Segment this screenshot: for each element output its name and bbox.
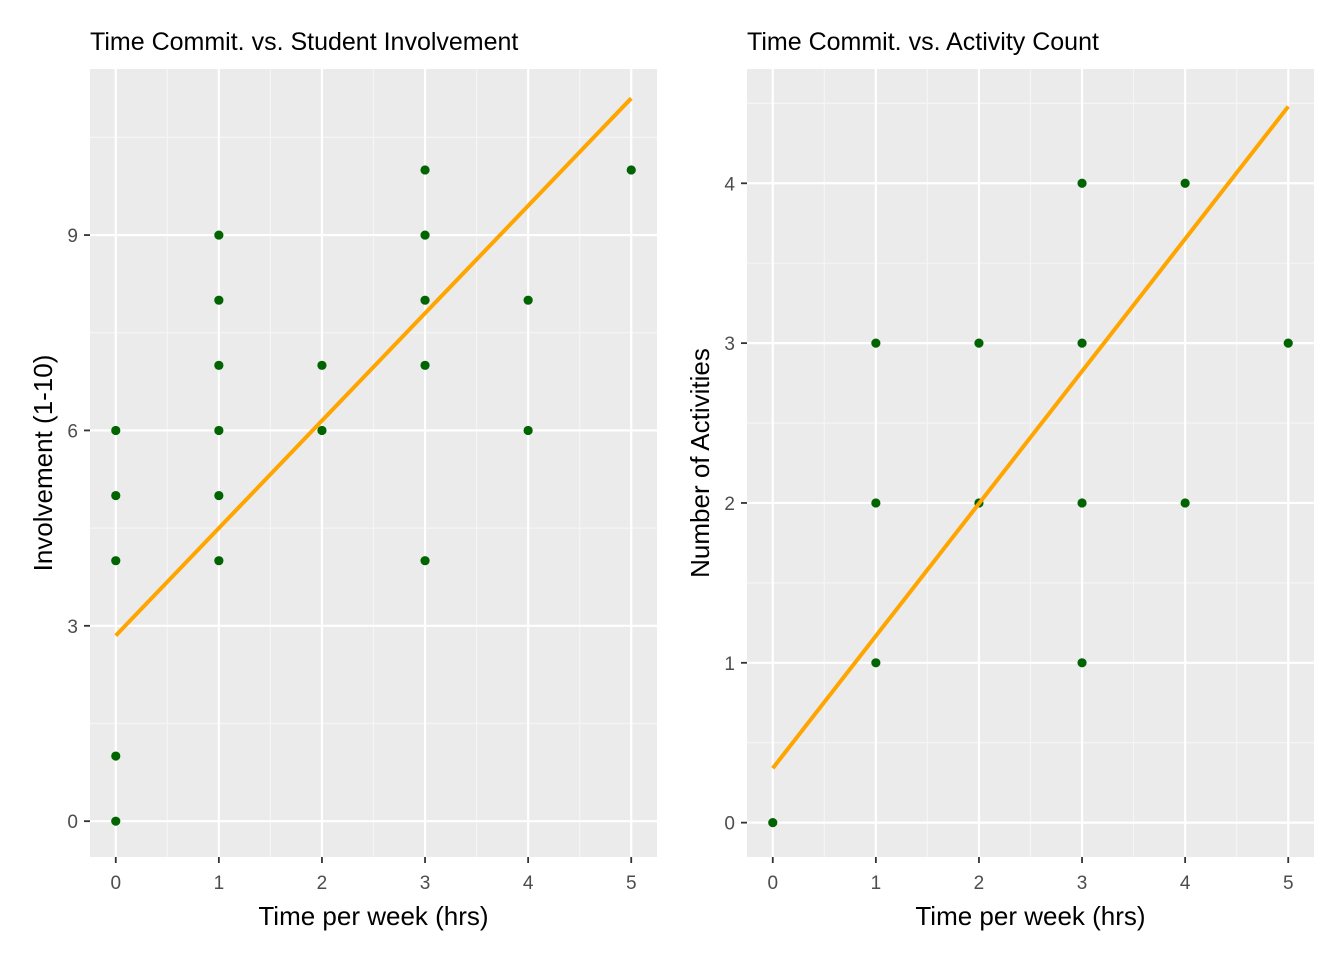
data-point — [111, 556, 121, 566]
data-point — [1077, 178, 1087, 188]
data-point — [111, 490, 121, 501]
data-point — [1077, 338, 1087, 348]
x-tick-label: 2 — [974, 873, 985, 894]
chart-title: Time Commit. vs. Activity Count — [747, 28, 1099, 56]
data-point — [111, 751, 121, 761]
y-tick-label: 9 — [67, 226, 78, 247]
y-tick-label: 4 — [724, 174, 735, 195]
y-tick-label: 6 — [67, 421, 78, 442]
x-tick-label: 4 — [523, 873, 534, 894]
y-tick-label: 3 — [724, 334, 735, 355]
data-point — [768, 818, 778, 828]
data-point — [111, 425, 121, 436]
data-point — [523, 295, 533, 305]
regression-line — [771, 105, 1290, 770]
data-point — [317, 360, 327, 370]
x-tick-label: 3 — [1077, 873, 1088, 894]
x-tick-label: 4 — [1180, 873, 1191, 894]
data-point — [214, 360, 224, 370]
x-tick-label: 0 — [110, 873, 121, 894]
data-point — [420, 556, 430, 566]
chart-panel-2: 0 1 2 3 4 5 0 1 2 3 4 Time Commit. vs. Activity Cou… — [685, 28, 1314, 931]
x-axis-title: Time per week (hrs) — [915, 901, 1145, 931]
data-point — [420, 360, 430, 370]
data-point — [317, 425, 327, 436]
y-axis-title: Number of Activities — [685, 348, 715, 578]
data-point — [214, 490, 224, 501]
x-axis-title: Time per week (hrs) — [258, 901, 488, 931]
chart-title: Time Commit. vs. Student Involvement — [90, 28, 518, 56]
data-point — [1283, 338, 1293, 348]
data-point — [1077, 658, 1087, 668]
data-point — [871, 498, 881, 508]
x-tick-label: 5 — [1283, 873, 1294, 894]
data-point — [420, 165, 430, 175]
data-point — [871, 338, 881, 348]
y-tick-label: 3 — [67, 617, 78, 638]
y-tick-label: 1 — [724, 654, 735, 675]
data-point — [420, 230, 430, 240]
data-point — [111, 816, 121, 826]
x-tick-label: 0 — [767, 873, 778, 894]
x-tick-label: 1 — [214, 873, 225, 894]
x-tick-label: 3 — [420, 873, 431, 894]
data-point — [214, 295, 224, 305]
data-point — [1077, 498, 1087, 508]
data-point — [214, 230, 224, 240]
chart-panel-1: 0 1 2 3 4 5 0 3 6 9 Time Commit. vs. Student Invol… — [28, 28, 657, 931]
data-point — [214, 556, 224, 566]
data-point — [871, 658, 881, 668]
x-tick-label: 2 — [317, 873, 328, 894]
data-point — [626, 165, 636, 175]
y-axis-title: Involvement (1-10) — [28, 355, 58, 572]
x-tick-label: 5 — [626, 873, 637, 894]
data-point — [974, 338, 984, 348]
x-tick-label: 1 — [871, 873, 882, 894]
data-point — [214, 425, 224, 436]
y-tick-label: 0 — [724, 814, 735, 835]
y-tick-label: 0 — [67, 812, 78, 833]
data-point — [1180, 178, 1190, 188]
data-point — [1180, 498, 1190, 508]
y-tick-label: 2 — [724, 494, 735, 515]
data-point — [420, 295, 430, 305]
regression-line — [114, 96, 633, 637]
data-point — [523, 425, 533, 436]
